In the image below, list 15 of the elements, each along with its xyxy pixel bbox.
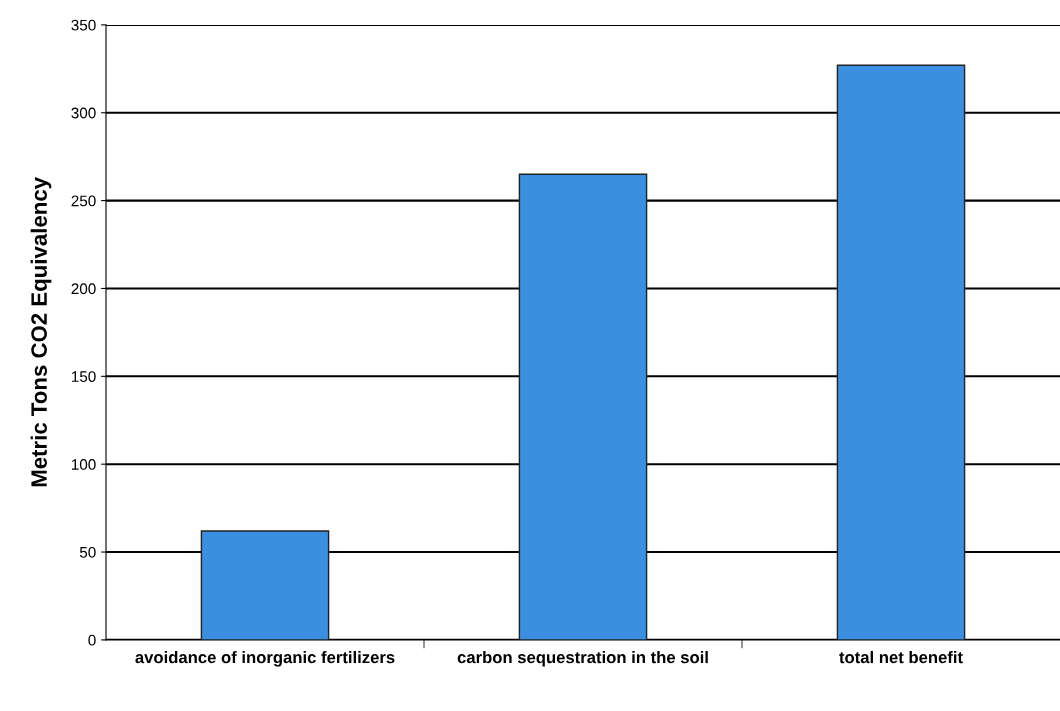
x-tick-label: avoidance of inorganic fertilizers: [135, 651, 395, 667]
y-axis-title: Metric Tons CO2 Equivalency: [30, 177, 52, 487]
y-tick-label: 100: [71, 459, 96, 470]
y-tick-label: 200: [71, 283, 96, 295]
x-tick-label: total net benefit: [839, 651, 963, 664]
bar: [518, 173, 648, 640]
y-tick-label: 350: [71, 19, 96, 31]
y-tick-label: 0: [88, 634, 96, 646]
bar: [836, 64, 966, 640]
y-tick-label: 150: [71, 371, 96, 383]
x-tick-label: carbon sequestration in the soil: [457, 651, 708, 667]
bar: [200, 530, 330, 640]
y-tick-label: 300: [71, 107, 96, 119]
y-tick-label: 250: [71, 195, 96, 207]
y-tick-label: 50: [79, 546, 96, 558]
